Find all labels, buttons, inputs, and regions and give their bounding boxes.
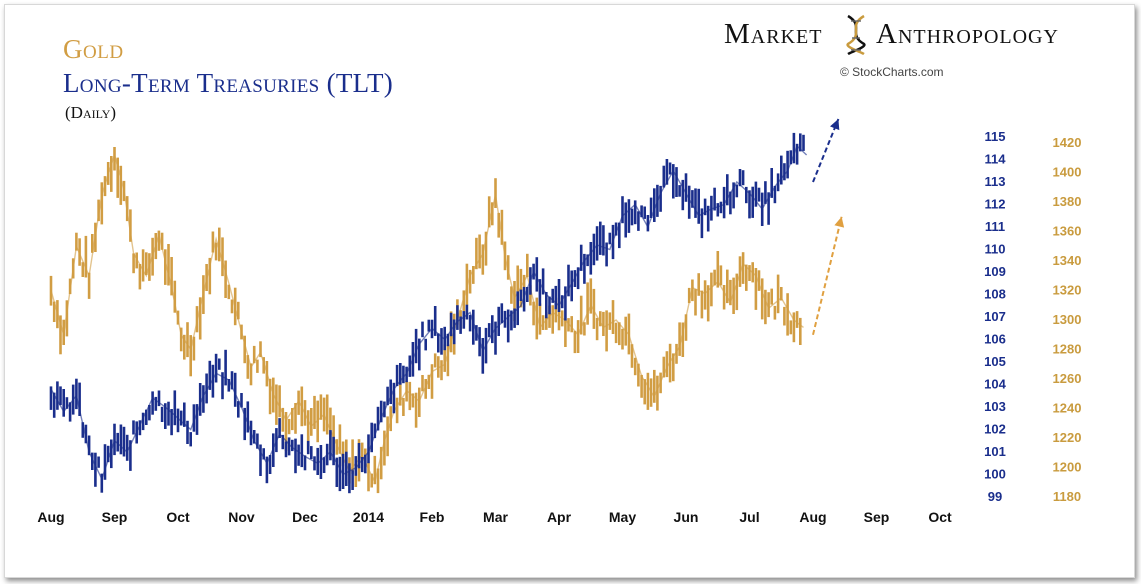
x-tick-label: Aug (799, 509, 826, 525)
x-tick-label: 2014 (353, 509, 384, 525)
tlt-tick-label: 102 (984, 422, 1006, 437)
tlt-tick-label: 109 (984, 264, 1006, 279)
tlt-tick-label: 113 (985, 174, 1006, 189)
tlt-tick-label: 101 (984, 444, 1006, 459)
tlt-tick-label: 110 (985, 242, 1006, 257)
gold-tick-label: 1300 (1053, 312, 1082, 327)
tlt-tick-label: 103 (984, 399, 1006, 414)
gold-tick-label: 1220 (1053, 430, 1082, 445)
tlt-tick-label: 100 (984, 467, 1006, 482)
x-axis-labels: Aug Sep Oct Nov Dec 2014 Feb Mar Apr May Jun Jul Aug… (37, 509, 952, 525)
tlt-tick-label: 99 (988, 489, 1002, 504)
brand-market: Market (724, 18, 823, 50)
projection-arrow-line (812, 118, 840, 183)
gold-trace (50, 152, 804, 485)
tlt-tick-label: 115 (985, 129, 1006, 144)
brand-anthropology: Anthropology (876, 18, 1059, 50)
x-tick-label: Nov (228, 509, 255, 525)
gold-tick-label: 1280 (1053, 342, 1082, 357)
tlt-tick-label: 114 (985, 152, 1007, 167)
x-tick-label: Mar (483, 509, 508, 525)
projection-arrow-line (812, 216, 843, 336)
gold-tick-label: 1380 (1053, 194, 1082, 209)
dna-helix-icon (846, 14, 866, 56)
gold-tick-label: 1260 (1053, 371, 1082, 386)
x-tick-label: Apr (547, 509, 572, 525)
gold-tick-label: 1320 (1053, 283, 1082, 298)
x-tick-label: Oct (166, 509, 190, 525)
projection-arrows (812, 118, 845, 336)
gold-title: Gold (63, 34, 124, 64)
tlt-series (49, 132, 808, 494)
tlt-tick-label: 107 (984, 309, 1006, 324)
gold-tick-label: 1240 (1053, 401, 1082, 416)
x-tick-label: Sep (864, 509, 890, 525)
tlt-tick-label: 104 (984, 377, 1006, 392)
tlt-tick-label: 105 (984, 354, 1006, 369)
tlt-title: Long-Term Treasuries (TLT) (63, 68, 394, 98)
x-tick-label: Dec (292, 509, 318, 525)
gold-tick-label: 1340 (1053, 253, 1082, 268)
x-tick-label: Aug (37, 509, 64, 525)
x-tick-label: Oct (928, 509, 952, 525)
tlt-tick-label: 111 (985, 219, 1005, 234)
tlt-axis-ticks: 99 100 101 102 103 104 105 106 107 108 109 110 111 11… (984, 129, 1006, 504)
gold-tick-label: 1200 (1053, 460, 1082, 475)
x-tick-label: May (609, 509, 636, 525)
projection-arrow-head (834, 216, 845, 228)
gold-tick-label: 1180 (1053, 489, 1081, 504)
x-tick-label: Feb (420, 509, 445, 525)
projection-arrow-head (830, 119, 840, 131)
tlt-tick-label: 108 (984, 287, 1006, 302)
x-tick-label: Jun (674, 509, 699, 525)
frequency-label: (Daily) (65, 103, 117, 122)
tlt-tick-label: 112 (985, 197, 1006, 212)
x-tick-label: Jul (739, 509, 759, 525)
gold-tick-label: 1400 (1053, 165, 1082, 180)
stockcharts-copyright: © StockCharts.com (840, 65, 944, 79)
gold-tick-label: 1360 (1053, 224, 1082, 239)
x-tick-label: Sep (102, 509, 128, 525)
tlt-tick-label: 106 (984, 332, 1006, 347)
gold-tick-label: 1420 (1053, 135, 1082, 150)
gold-axis-ticks: 1180 1200 1220 1240 1260 1280 1300 1320 1340 1360… (1053, 135, 1082, 504)
gold-series (49, 147, 804, 494)
